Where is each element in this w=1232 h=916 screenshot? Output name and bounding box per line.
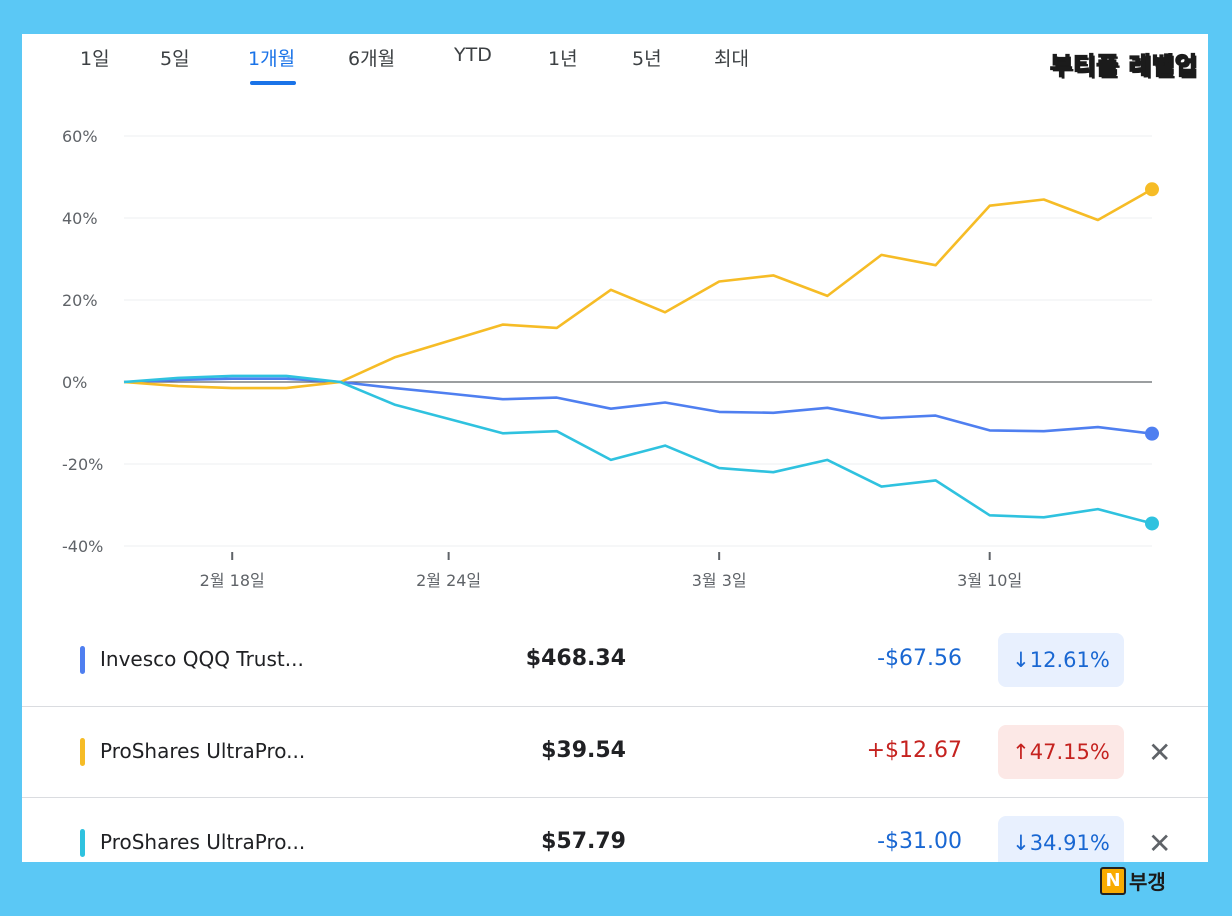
price-change: -$31.00 <box>877 829 962 854</box>
y-tick-label: 20% <box>62 291 98 310</box>
security-price: $39.54 <box>541 738 626 763</box>
tab-5y[interactable]: 5년 <box>632 48 662 70</box>
series-color-swatch <box>80 829 85 857</box>
x-tick-label: 3월 10일 <box>957 571 1022 590</box>
tab-5d[interactable]: 5일 <box>160 48 190 70</box>
chart-panel: 1일 5일 1개월 6개월 YTD 1년 5년 최대 부티플 레벨업 60% 40… <box>22 34 1208 862</box>
tab-max[interactable]: 최대 <box>714 48 749 70</box>
active-tab-indicator <box>250 81 296 85</box>
remove-comparison-icon[interactable]: ✕ <box>1148 827 1172 860</box>
watermark-badge: N 부갱 <box>1100 866 1166 896</box>
security-price: $468.34 <box>525 646 626 671</box>
grid-lines <box>124 135 1152 547</box>
x-axis-ticks: 2월 18일 2월 24일 3월 3일 3월 10일 <box>200 552 1022 590</box>
y-tick-label: 40% <box>62 209 98 228</box>
series-line-0 <box>123 377 1153 435</box>
tab-1m[interactable]: 1개월 <box>248 48 296 70</box>
table-row[interactable]: Invesco QQQ Trust... $468.34 -$67.56 ↓12… <box>22 614 1208 704</box>
brand-logo: 부티플 레벨업 <box>1049 51 1198 81</box>
series-color-swatch <box>80 646 85 674</box>
table-row[interactable]: ProShares UltraPro... $39.54 +$12.67 ↑47… <box>22 706 1208 796</box>
n-logo-icon: N <box>1100 866 1126 895</box>
series-line-1 <box>123 188 1153 390</box>
series-line-2 <box>123 374 1153 525</box>
watermark-text: 부갱 <box>1129 870 1166 894</box>
performance-chart: 60% 40% 20% 0% -20% -40% 2월 18일 2월 24일 3월 3일 3월 … <box>62 127 1159 590</box>
series-end-point-0 <box>1145 426 1159 441</box>
percent-change-badge: ↓12.61% <box>998 633 1124 687</box>
row-divider <box>22 706 1208 707</box>
remove-comparison-icon[interactable]: ✕ <box>1148 736 1172 769</box>
series-lines <box>123 182 1159 531</box>
table-row[interactable]: ProShares UltraPro... $57.79 -$31.00 ↓34… <box>22 797 1208 862</box>
series-end-point-2 <box>1145 516 1159 531</box>
y-axis-ticks: 60% 40% 20% 0% -20% -40% <box>62 127 103 556</box>
price-change: +$12.67 <box>866 738 962 763</box>
security-name: Invesco QQQ Trust... <box>100 647 304 671</box>
x-tick-label: 2월 24일 <box>416 571 481 590</box>
x-tick-label: 2월 18일 <box>200 571 265 590</box>
tab-1y[interactable]: 1년 <box>548 48 578 70</box>
security-price: $57.79 <box>541 829 626 854</box>
y-tick-label: 0% <box>62 373 87 392</box>
series-end-point-1 <box>1145 182 1159 197</box>
row-divider <box>22 797 1208 798</box>
tab-ytd[interactable]: YTD <box>454 44 492 66</box>
x-tick-label: 3월 3일 <box>692 571 747 590</box>
tab-6m[interactable]: 6개월 <box>348 48 396 70</box>
percent-change-badge: ↑47.15% <box>998 725 1124 779</box>
y-tick-label: -20% <box>62 455 103 474</box>
y-tick-label: 60% <box>62 127 98 146</box>
series-color-swatch <box>80 738 85 766</box>
security-name: ProShares UltraPro... <box>100 739 306 763</box>
y-tick-label: -40% <box>62 537 103 556</box>
percent-change-badge: ↓34.91% <box>998 816 1124 862</box>
price-change: -$67.56 <box>877 646 962 671</box>
security-name: ProShares UltraPro... <box>100 830 306 854</box>
tab-1d[interactable]: 1일 <box>80 48 110 70</box>
